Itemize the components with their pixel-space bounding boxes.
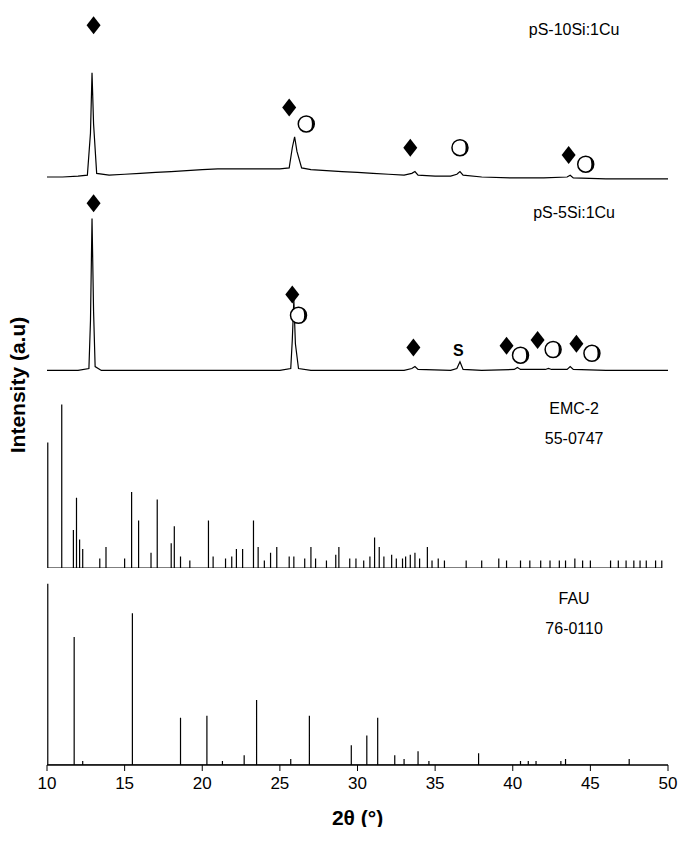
- html-text:FAU: FAU: [558, 590, 590, 607]
- svg-text:35: 35: [426, 774, 445, 793]
- svg-text:2θ (°): 2θ (°): [332, 806, 383, 827]
- svg-text:45: 45: [581, 774, 600, 793]
- html-text:Intensity (a.u): Intensity (a.u): [6, 316, 29, 454]
- svg-text:40: 40: [503, 774, 522, 793]
- html-text:pS-5Si:1Cu: pS-5Si:1Cu: [533, 204, 615, 221]
- html-text:76-0110: 76-0110: [545, 620, 603, 637]
- svg-text:15: 15: [115, 774, 134, 793]
- svg-text:30: 30: [348, 774, 367, 793]
- svg-text:50: 50: [659, 774, 677, 793]
- svg-text:25: 25: [270, 774, 289, 793]
- html-text:55-0747: 55-0747: [544, 430, 604, 447]
- svg-text:S: S: [453, 342, 464, 359]
- svg-text:20: 20: [193, 774, 212, 793]
- html-text:pS-10Si:1Cu: pS-10Si:1Cu: [528, 21, 620, 38]
- svg-text:10: 10: [38, 774, 57, 793]
- html-text:EMC-2: EMC-2: [549, 400, 599, 417]
